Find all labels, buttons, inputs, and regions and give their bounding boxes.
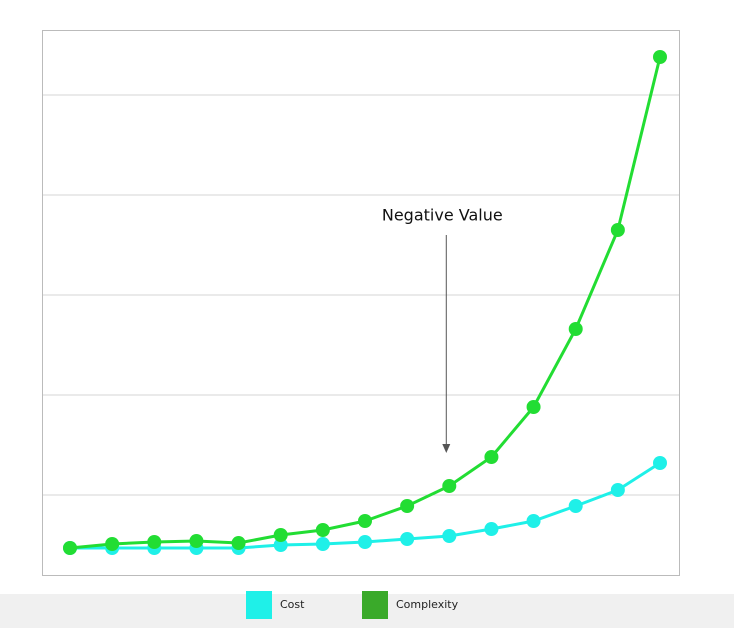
data-point — [273, 528, 288, 542]
data-point — [442, 529, 457, 543]
annotation-arrowhead — [442, 444, 451, 453]
data-point — [400, 499, 415, 513]
data-point — [610, 483, 625, 497]
data-point — [231, 536, 246, 550]
data-point — [147, 535, 162, 549]
data-point — [568, 499, 583, 513]
legend-swatch — [362, 591, 388, 619]
legend-label: Complexity — [396, 598, 459, 611]
data-point — [315, 523, 330, 537]
data-point — [273, 538, 288, 552]
data-point — [484, 450, 499, 464]
legend-swatch — [246, 591, 272, 619]
legend-label: Cost — [280, 598, 305, 611]
data-point — [526, 514, 541, 528]
data-point — [484, 522, 499, 536]
data-point — [526, 400, 541, 414]
data-point — [610, 223, 625, 237]
data-point — [105, 537, 120, 551]
data-point — [63, 541, 77, 555]
plot-frame — [42, 30, 680, 576]
data-point — [653, 456, 667, 470]
data-point — [400, 532, 415, 546]
data-point — [358, 514, 372, 528]
data-point — [568, 322, 583, 336]
data-point — [189, 534, 204, 548]
data-point — [653, 50, 667, 64]
data-point — [358, 535, 372, 549]
data-point — [442, 479, 457, 493]
annotation-text: Negative Value — [382, 206, 503, 225]
data-point — [315, 537, 330, 551]
